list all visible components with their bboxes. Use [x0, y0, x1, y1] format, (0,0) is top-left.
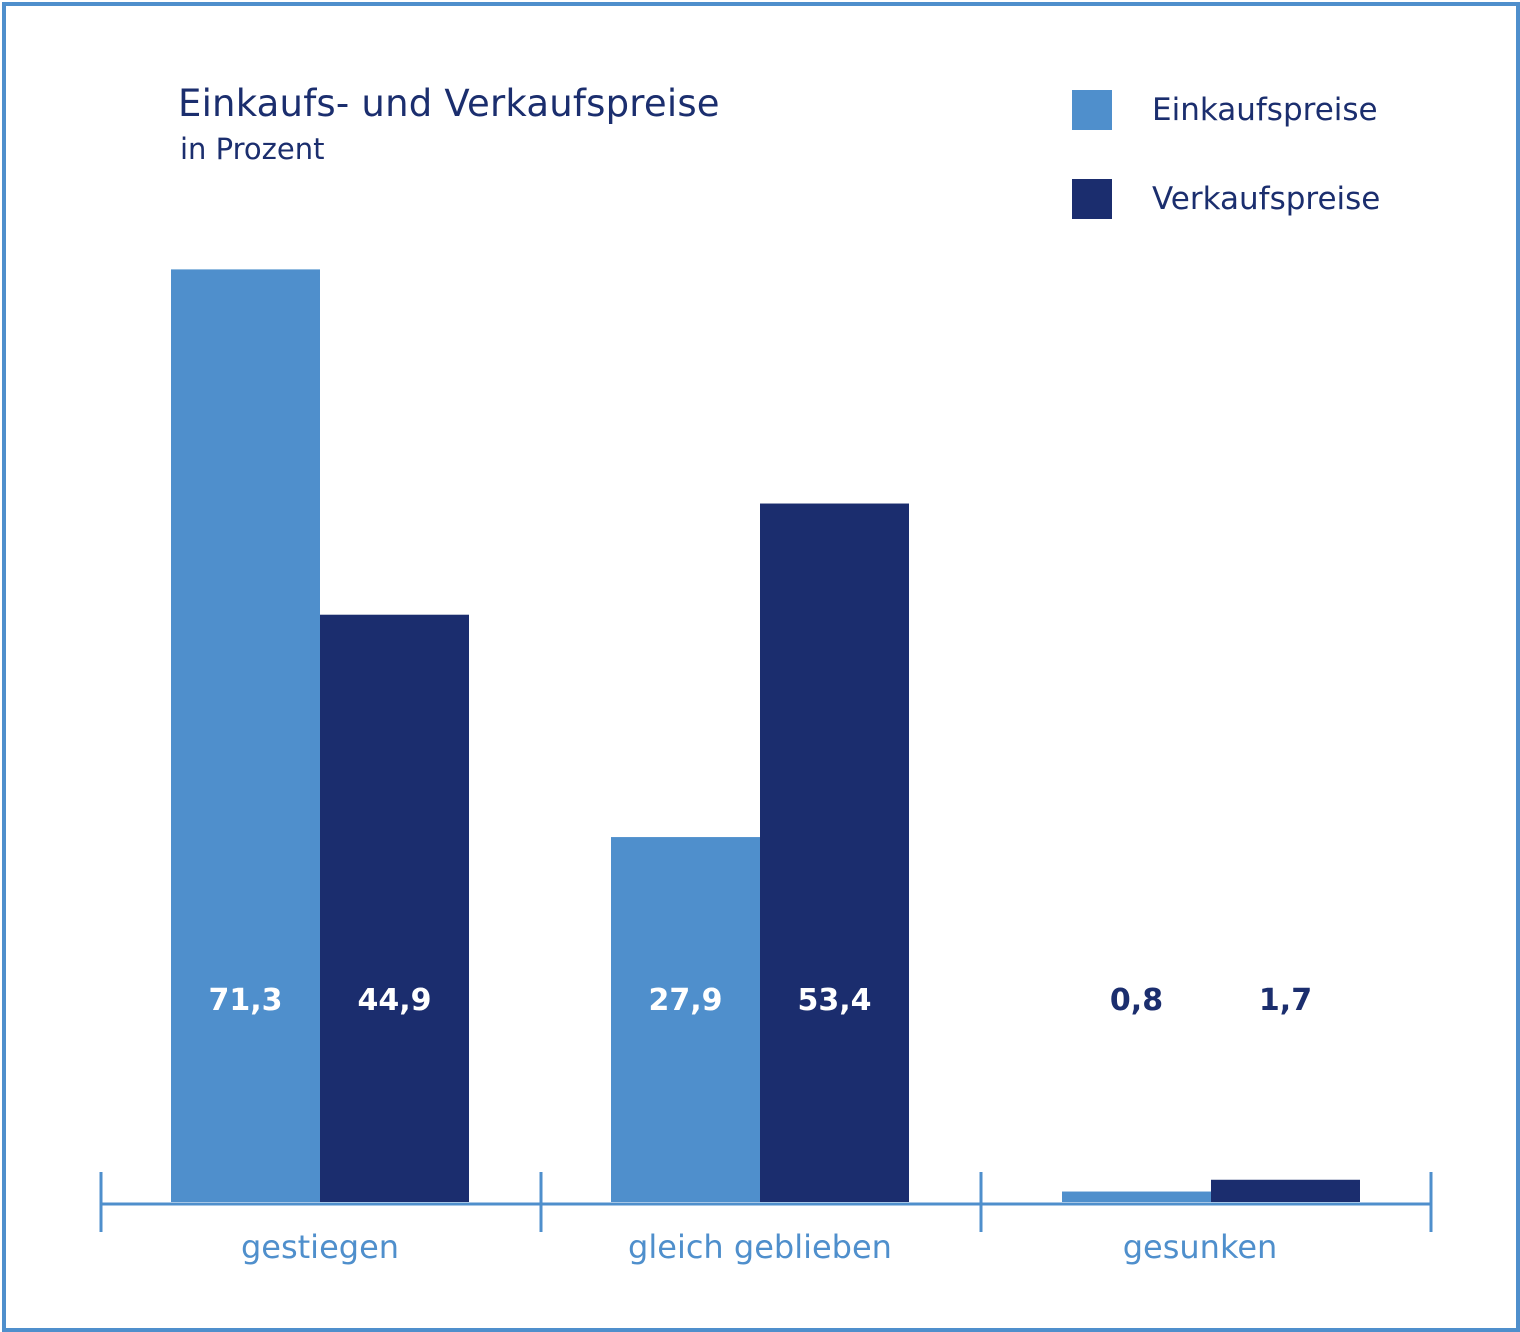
bar-verkaufspreise-2 [1211, 1179, 1360, 1202]
category-label-0: gestiegen [241, 1228, 399, 1266]
chart-title: Einkaufs- und Verkaufspreise [178, 82, 720, 125]
legend-swatch-einkaufspreise [1072, 90, 1112, 130]
bar-verkaufspreise-1 [760, 503, 909, 1202]
legend-swatch-verkaufspreise [1072, 179, 1112, 219]
category-label-1: gleich geblieben [628, 1228, 892, 1266]
bar-einkaufspreise-0 [171, 269, 320, 1202]
category-label-2: gesunken [1123, 1228, 1278, 1266]
bar-einkaufspreise-1 [611, 837, 760, 1202]
value-label-verkaufspreise-0: 44,9 [357, 983, 431, 1018]
value-label-verkaufspreise-1: 53,4 [797, 983, 871, 1018]
legend-label-verkaufspreise: Verkaufspreise [1152, 181, 1381, 217]
value-label-einkaufspreise-2: 0,8 [1110, 983, 1163, 1018]
value-label-einkaufspreise-1: 27,9 [648, 983, 722, 1018]
bar-einkaufspreise-2 [1062, 1191, 1211, 1202]
value-label-einkaufspreise-0: 71,3 [208, 983, 282, 1018]
chart-subtitle: in Prozent [180, 132, 325, 166]
value-label-verkaufspreise-2: 1,7 [1259, 983, 1312, 1018]
bar-verkaufspreise-0 [320, 614, 469, 1202]
legend-label-einkaufspreise: Einkaufspreise [1152, 92, 1378, 128]
